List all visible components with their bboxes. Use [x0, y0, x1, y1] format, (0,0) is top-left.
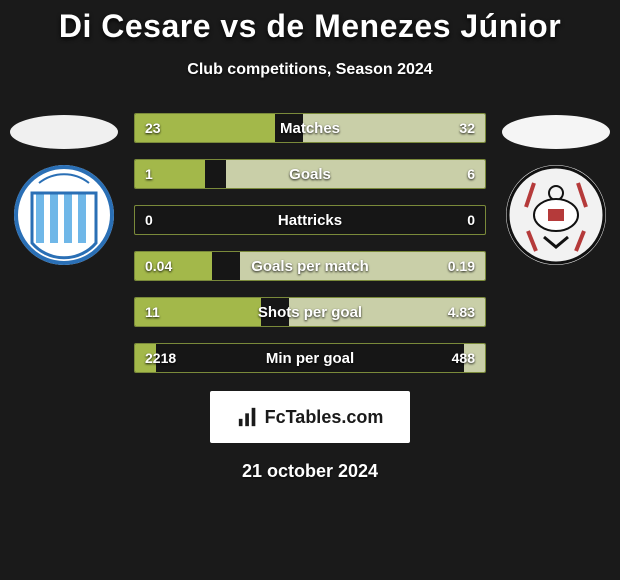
stat-value-left: 1	[145, 166, 153, 182]
stat-value-right: 488	[452, 350, 475, 366]
stat-row: 2218 488 Min per goal	[134, 343, 486, 373]
stat-value-right: 4.83	[448, 304, 475, 320]
date-label: 21 october 2024	[0, 461, 620, 482]
main-layout: 23 32 Matches 1 6 Goals 0 0 Hattricks 0.04 0.19 Goa…	[0, 113, 620, 373]
stat-row: 23 32 Matches	[134, 113, 486, 143]
brand-label: FcTables.com	[265, 407, 384, 428]
stat-row: 11 4.83 Shots per goal	[134, 297, 486, 327]
stat-row: 0.04 0.19 Goals per match	[134, 251, 486, 281]
stat-value-right: 0	[467, 212, 475, 228]
stat-value-right: 0.19	[448, 258, 475, 274]
stat-row: 0 0 Hattricks	[134, 205, 486, 235]
comparison-card: Di Cesare vs de Menezes Júnior Club comp…	[0, 0, 620, 580]
stat-value-left: 11	[145, 304, 160, 320]
stat-row: 1 6 Goals	[134, 159, 486, 189]
stat-fill-right	[226, 160, 485, 188]
player-ellipse-right	[502, 115, 610, 149]
stat-label: Hattricks	[278, 212, 342, 229]
brand-badge[interactable]: FcTables.com	[210, 391, 410, 443]
subtitle: Club competitions, Season 2024	[0, 61, 620, 79]
stats-column: 23 32 Matches 1 6 Goals 0 0 Hattricks 0.04 0.19 Goa…	[134, 113, 486, 373]
stat-value-left: 23	[145, 120, 161, 136]
player-ellipse-left	[10, 115, 118, 149]
club-crest-right	[506, 165, 606, 265]
stat-label: Goals per match	[251, 258, 369, 275]
stat-value-right: 32	[459, 120, 475, 136]
stat-value-left: 2218	[145, 350, 176, 366]
stat-value-right: 6	[467, 166, 475, 182]
bar-chart-icon	[237, 406, 259, 428]
left-player-column	[4, 113, 124, 265]
stat-label: Goals	[289, 166, 331, 183]
stat-value-left: 0.04	[145, 258, 172, 274]
stat-label: Shots per goal	[258, 304, 362, 321]
stat-label: Matches	[280, 120, 340, 137]
page-title: Di Cesare vs de Menezes Júnior	[0, 8, 620, 45]
right-player-column	[496, 113, 616, 265]
stat-label: Min per goal	[266, 350, 354, 367]
corinthians-crest-icon	[506, 165, 606, 265]
stat-value-left: 0	[145, 212, 153, 228]
club-crest-left	[14, 165, 114, 265]
racing-crest-icon	[14, 165, 114, 265]
